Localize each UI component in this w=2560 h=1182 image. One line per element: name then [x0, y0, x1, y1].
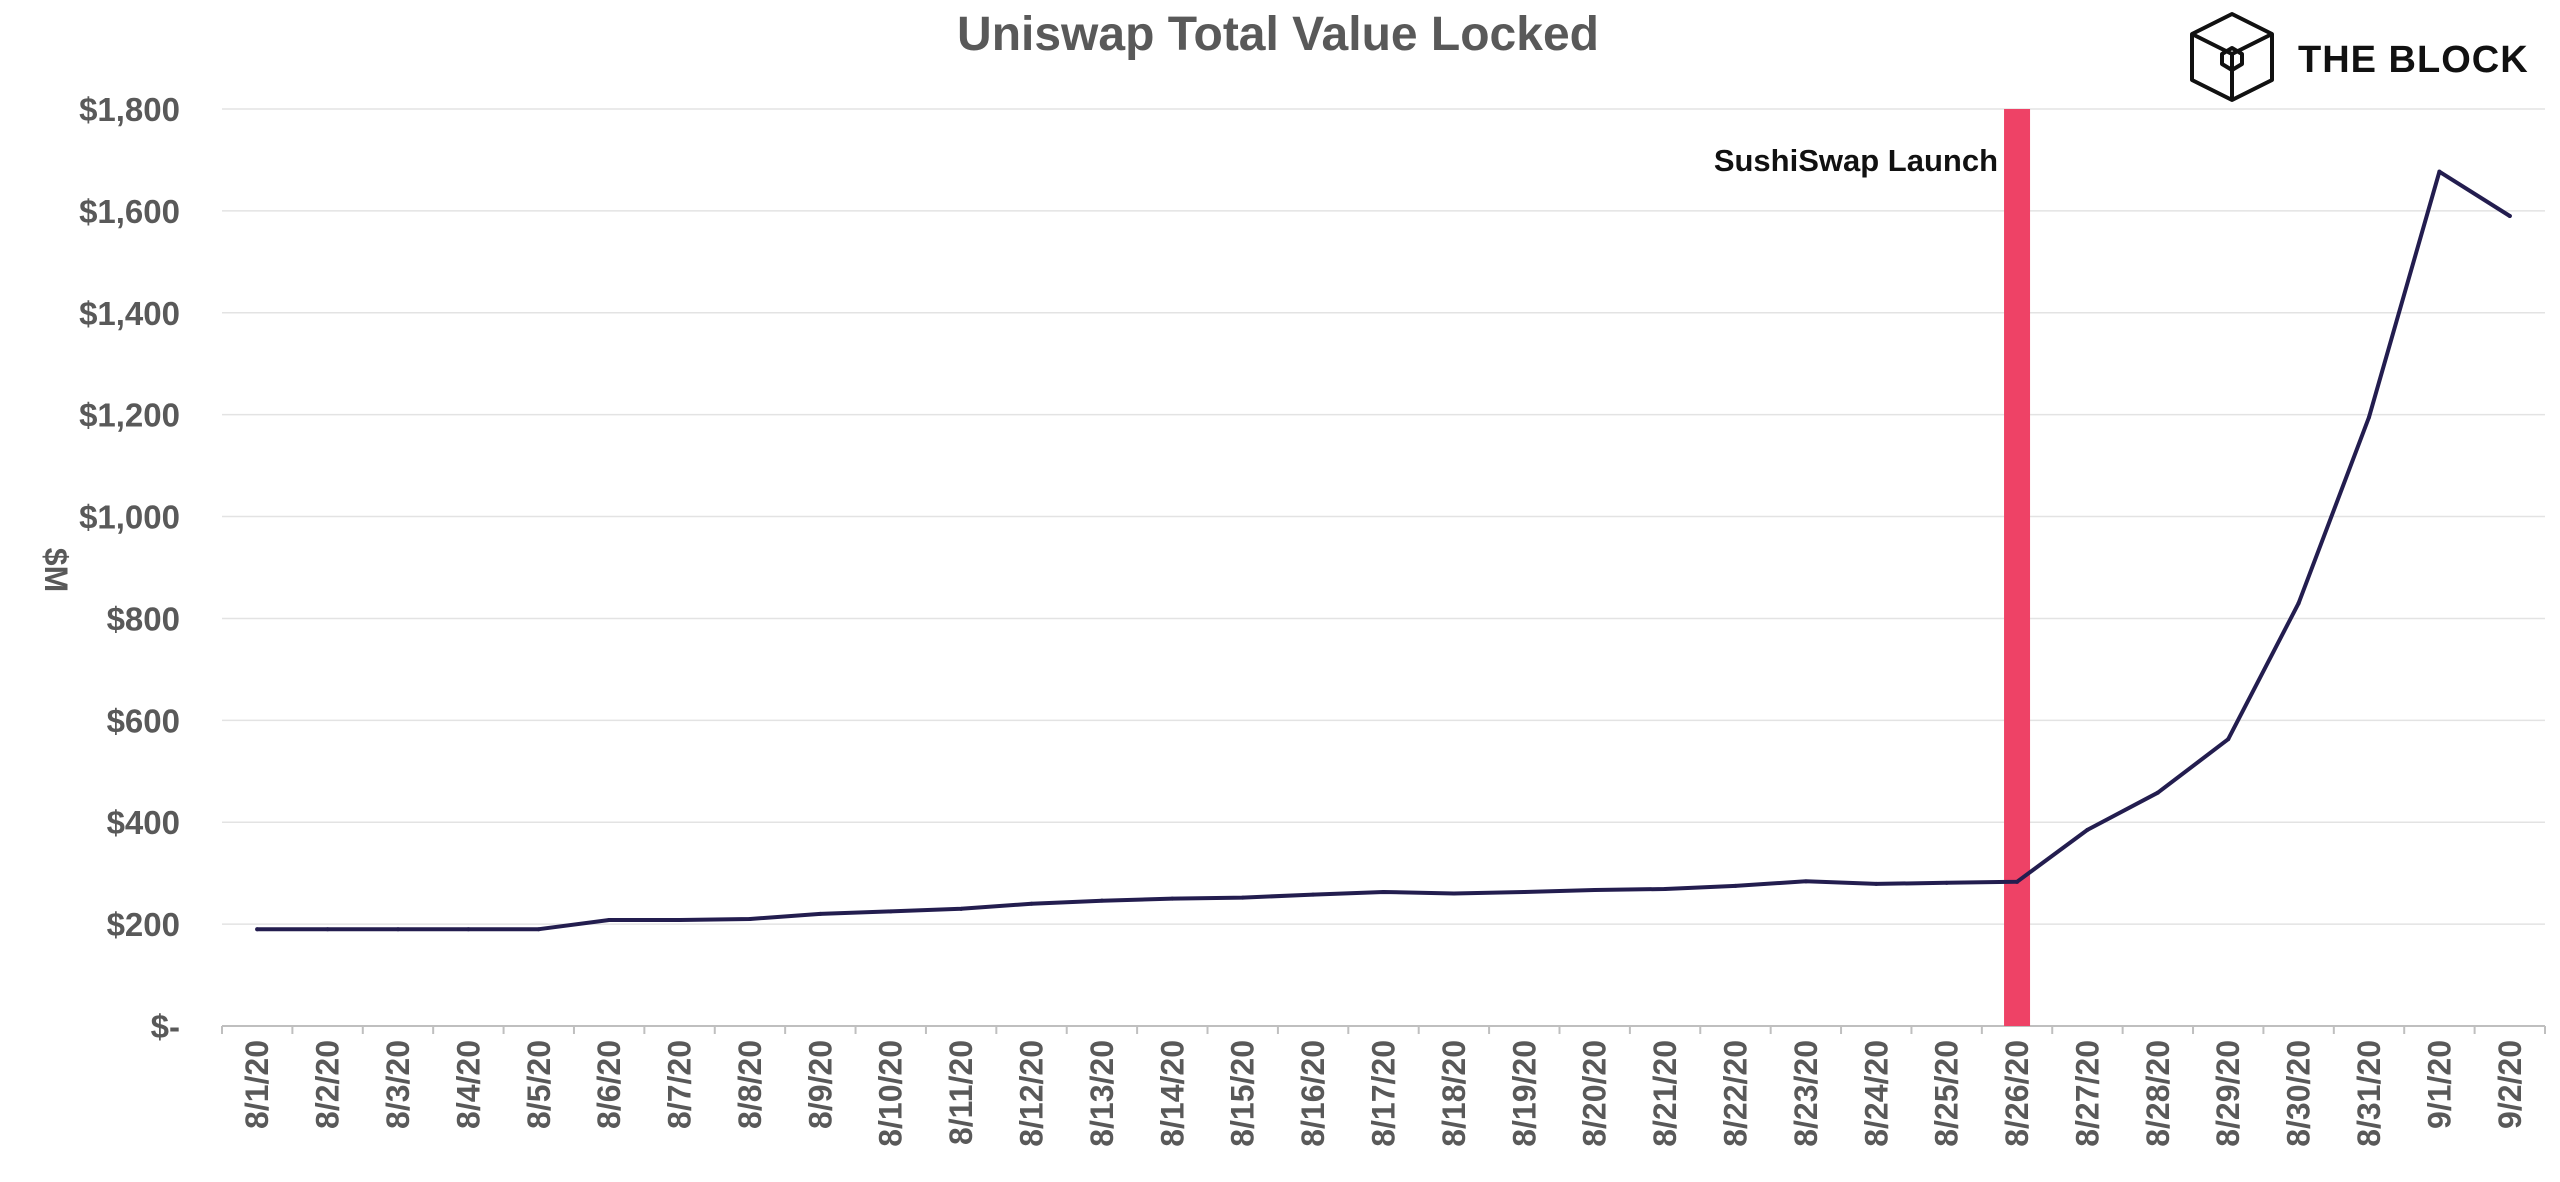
x-tick-label: 8/3/20 [380, 1040, 416, 1129]
y-tick-label: $1,000 [79, 499, 180, 536]
x-tick-label: 8/7/20 [662, 1040, 698, 1129]
data-point [325, 927, 330, 932]
x-tick-label: 8/25/20 [1929, 1040, 1965, 1147]
annotation-label: SushiSwap Launch [1714, 143, 1998, 178]
x-tick-label: 8/9/20 [802, 1040, 838, 1129]
data-point [1944, 880, 1949, 885]
x-tick-label: 8/10/20 [873, 1040, 909, 1147]
data-point [1522, 890, 1527, 895]
data-point [818, 911, 823, 916]
cube-icon [2190, 12, 2274, 102]
y-tick-label: $- [151, 1008, 180, 1045]
x-tick-label: 9/2/20 [2492, 1040, 2528, 1129]
data-point [536, 927, 541, 932]
y-tick-label: $1,400 [79, 295, 180, 332]
y-axis-label: $M [38, 548, 74, 592]
data-point [2226, 737, 2231, 742]
data-point [959, 906, 964, 911]
chart-title: Uniswap Total Value Locked [957, 8, 1599, 61]
x-tick-label: 8/14/20 [1154, 1040, 1190, 1147]
annotation-bar [2004, 109, 2031, 1026]
x-tick-label: 8/6/20 [591, 1040, 627, 1129]
y-tick-label: $600 [107, 702, 180, 739]
x-tick-label: 8/1/20 [239, 1040, 275, 1129]
data-point [2437, 169, 2442, 174]
x-tick-label: 8/16/20 [1295, 1040, 1331, 1147]
x-tick-label: 8/13/20 [1084, 1040, 1120, 1147]
data-point [466, 927, 471, 932]
x-tick-label: 8/20/20 [1577, 1040, 1613, 1147]
data-point [1451, 891, 1456, 896]
data-point [395, 927, 400, 932]
x-tick-label: 8/5/20 [521, 1040, 557, 1129]
data-point [1733, 883, 1738, 888]
x-tick-label: 8/15/20 [1225, 1040, 1261, 1147]
x-tick-label: 8/8/20 [732, 1040, 768, 1129]
x-tick-label: 8/4/20 [450, 1040, 486, 1129]
data-point [1874, 881, 1879, 886]
data-point [1381, 890, 1386, 895]
x-tick-label: 8/19/20 [1506, 1040, 1542, 1147]
data-point [1170, 896, 1175, 901]
x-tick-label: 8/24/20 [1858, 1040, 1894, 1147]
y-tick-label: $1,800 [79, 91, 180, 128]
y-tick-label: $1,200 [79, 397, 180, 434]
data-point [607, 918, 612, 923]
series-line [255, 169, 2512, 932]
data-point [1311, 892, 1316, 897]
brand-name: THE BLOCK [2298, 39, 2529, 81]
x-tick-label: 8/31/20 [2351, 1040, 2387, 1147]
data-point [677, 918, 682, 923]
data-point [1029, 901, 1034, 906]
data-point [2367, 415, 2372, 420]
y-axis-ticks: $- $200 $400 $600 $800 $1,000 $1,200 $1,400 $1,6… [79, 91, 180, 1045]
data-point [1240, 895, 1245, 900]
x-tick-label: 8/17/20 [1366, 1040, 1402, 1147]
data-point [2507, 213, 2512, 218]
gridlines [222, 108, 2545, 925]
x-tick-label: 8/26/20 [1999, 1040, 2035, 1147]
data-point [2296, 601, 2301, 606]
x-tick-label: 8/18/20 [1436, 1040, 1472, 1147]
brand-logo: THE BLOCK [2190, 12, 2529, 102]
data-point [2155, 790, 2160, 795]
x-tick-label: 8/29/20 [2210, 1040, 2246, 1147]
series-lines [255, 169, 2512, 932]
y-tick-label: $200 [107, 906, 180, 943]
annotations: SushiSwap Launch [1714, 109, 2031, 1026]
data-point [2085, 827, 2090, 832]
x-tick-label: 8/28/20 [2140, 1040, 2176, 1147]
data-point [1592, 887, 1597, 892]
y-tick-label: $400 [107, 804, 180, 841]
data-point [747, 917, 752, 922]
x-tick-label: 9/1/20 [2421, 1040, 2457, 1129]
data-point [2015, 879, 2020, 884]
x-tick-label: 8/21/20 [1647, 1040, 1683, 1147]
x-tick-label: 8/23/20 [1788, 1040, 1824, 1147]
y-tick-label: $800 [107, 600, 180, 637]
x-tick-label: 8/30/20 [2281, 1040, 2317, 1147]
x-tick-label: 8/2/20 [310, 1040, 346, 1129]
x-tick-label: 8/12/20 [1014, 1040, 1050, 1147]
x-tick-label: 8/22/20 [1717, 1040, 1753, 1147]
data-point [1663, 886, 1668, 891]
x-tick-label: 8/11/20 [943, 1040, 979, 1145]
x-tick-label: 8/27/20 [2069, 1040, 2105, 1147]
y-tick-label: $1,600 [79, 193, 180, 230]
data-point [255, 927, 260, 932]
data-point [1099, 898, 1104, 903]
data-point [888, 909, 893, 914]
data-point [1803, 879, 1808, 884]
x-axis: 8/1/20 8/2/20 8/3/20 8/4/20 8/5/20 8/6/20 8/7/… [221, 1025, 2546, 1147]
